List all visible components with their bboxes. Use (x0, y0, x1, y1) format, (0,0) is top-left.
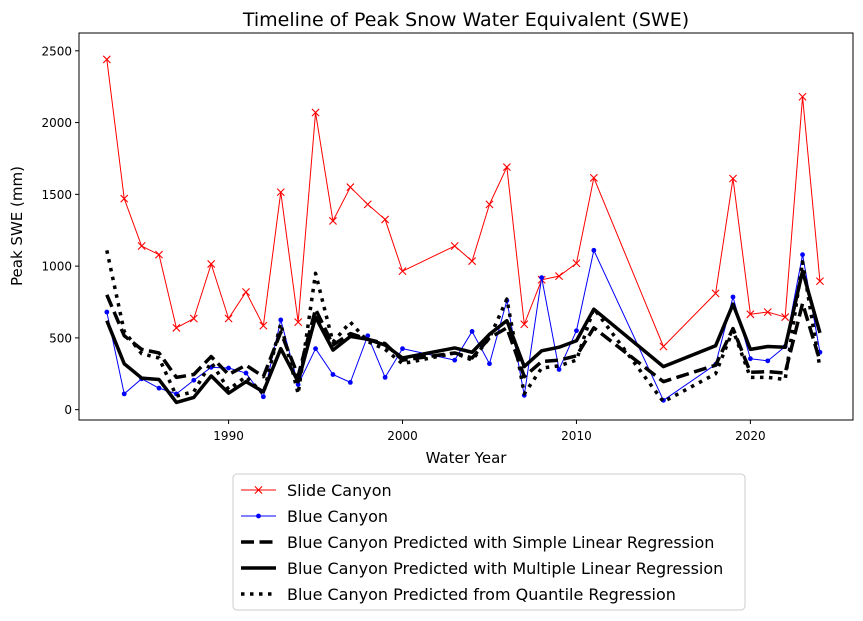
series-0-point-7 (224, 314, 233, 323)
series-1-point-0 (104, 309, 110, 315)
legend-label-1: Blue Canyon (287, 507, 388, 526)
series-0-point-30 (746, 310, 755, 319)
series-0-point-31 (763, 308, 772, 317)
legend-label-4: Blue Canyon Predicted from Quantile Regr… (287, 585, 676, 604)
y-tick-label-4: 2000 (41, 116, 72, 130)
series-1-point-13 (330, 372, 336, 377)
series-0-point-15 (363, 200, 372, 209)
y-tick-label-5: 2500 (41, 44, 72, 58)
series-0-point-6 (207, 259, 216, 268)
series-0-point-34 (815, 277, 824, 286)
series-0-point-11 (294, 318, 303, 327)
series-1-point-26 (591, 247, 597, 253)
series-0-point-18 (450, 242, 459, 251)
series-0-point-9 (259, 321, 268, 330)
series-1-point-31 (765, 358, 771, 364)
series-1-point-16 (382, 374, 388, 380)
plot-area (102, 55, 824, 405)
series-0-point-32 (781, 313, 790, 322)
series-0-point-2 (137, 242, 146, 251)
series-2 (105, 294, 822, 384)
series-1-point-24 (556, 367, 562, 372)
series-0-point-1 (120, 194, 129, 203)
series-1-point-30 (747, 356, 753, 362)
chart-title: Timeline of Peak Snow Water Equivalent (… (242, 9, 689, 31)
series-0-point-25 (572, 259, 581, 268)
y-axis: 0 500 1000 1500 2000 2500 (41, 44, 79, 417)
series-1-point-7 (226, 365, 231, 371)
x-tick-label-0: 1990 (213, 429, 244, 443)
y-tick-label-2: 1000 (41, 260, 72, 274)
legend-label-2: Blue Canyon Predicted with Simple Linear… (287, 533, 714, 552)
legend-label-3: Blue Canyon Predicted with Multiple Line… (287, 559, 723, 578)
series-0-point-5 (189, 314, 198, 323)
legend-marker-1 (256, 513, 261, 519)
legend: Slide Canyon Blue Canyon Blue Canyon Predi… (232, 473, 746, 611)
series-1-point-5 (191, 377, 197, 383)
series-line-2 (105, 294, 822, 384)
series-0-point-17 (398, 267, 407, 276)
series-1-point-14 (347, 379, 353, 385)
legend-label-0: Slide Canyon (287, 481, 392, 500)
x-axis: 1990 2000 2010 2020 (213, 420, 766, 443)
y-axis-label: Peak SWE (mm) (8, 166, 26, 286)
series-0-point-20 (485, 200, 494, 209)
series-1-point-18 (452, 357, 458, 363)
series-0-point-33 (798, 92, 807, 101)
series-0-point-13 (328, 216, 337, 225)
series-0-point-26 (589, 173, 598, 182)
series-1-point-11 (295, 382, 301, 387)
y-tick-label-3: 1500 (41, 188, 72, 202)
series-1-point-15 (365, 333, 371, 339)
series-1-point-20 (487, 361, 492, 367)
series-3 (105, 269, 822, 405)
series-0-point-16 (381, 215, 390, 224)
series-1-point-8 (243, 370, 249, 376)
series-0-point-27 (659, 342, 668, 351)
series-line-3 (105, 269, 822, 405)
series-0-point-29 (728, 174, 737, 183)
series-0-point-10 (276, 188, 285, 197)
series-0-point-3 (155, 250, 163, 259)
x-axis-label: Water Year (426, 449, 508, 467)
series-1-point-10 (278, 317, 284, 323)
y-tick-label-0: 0 (64, 403, 72, 417)
series-0-point-21 (502, 163, 511, 172)
legend-box (232, 473, 746, 611)
series-0-point-19 (468, 257, 477, 266)
series-0-point-8 (241, 287, 250, 296)
series-0-point-24 (555, 272, 564, 281)
series-0-point-4 (172, 323, 181, 332)
legend-marker-0 (254, 486, 263, 494)
series-1-point-17 (400, 346, 405, 352)
x-tick-label-1: 2000 (387, 429, 418, 443)
series-0-point-14 (346, 183, 355, 192)
series-1-point-1 (121, 391, 127, 397)
series-0-point-28 (711, 289, 720, 298)
plot-frame (78, 32, 854, 421)
series-1-point-23 (539, 275, 545, 281)
series-0 (102, 55, 824, 351)
series-0-point-12 (311, 108, 320, 117)
series-1-point-12 (313, 346, 318, 352)
series-0-point-0 (102, 55, 111, 64)
series-1-point-29 (730, 294, 736, 300)
series-1-point-9 (260, 394, 266, 400)
x-tick-label-2: 2010 (561, 429, 592, 443)
series-1-point-25 (574, 328, 579, 334)
y-tick-label-1: 500 (49, 331, 72, 345)
series-1-point-33 (800, 252, 805, 258)
series-1-point-3 (156, 385, 162, 391)
x-tick-label-3: 2020 (735, 429, 766, 443)
series-1-point-19 (469, 329, 475, 334)
series-0-point-22 (520, 320, 529, 329)
